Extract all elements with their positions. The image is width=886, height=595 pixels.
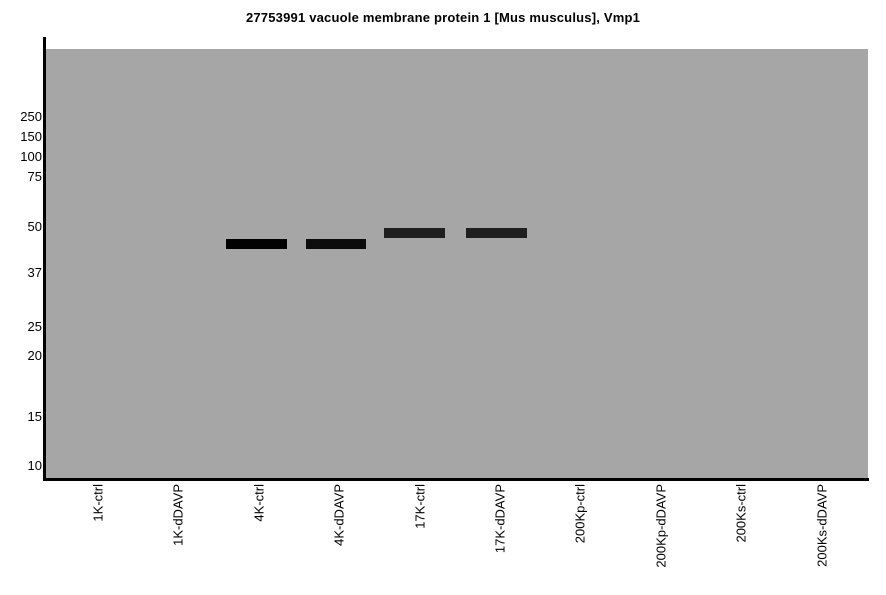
y-tick-label-150: 150 bbox=[20, 129, 42, 144]
band-17K-dDAVP bbox=[466, 228, 527, 238]
lane-label-1K-ctrl: 1K-ctrl bbox=[90, 484, 106, 522]
lane-label-1K-dDAVP: 1K-dDAVP bbox=[170, 484, 186, 546]
y-tick-label-100: 100 bbox=[20, 149, 42, 164]
lane-label-200Ks-dDAVP: 200Ks-dDAVP bbox=[814, 484, 830, 567]
lane-label-200Ks-ctrl: 200Ks-ctrl bbox=[733, 484, 749, 543]
y-tick-label-75: 75 bbox=[27, 169, 42, 184]
y-tick-label-20: 20 bbox=[27, 348, 42, 363]
lane-label-200Kp-ctrl: 200Kp-ctrl bbox=[572, 484, 588, 544]
y-tick-label-37: 37 bbox=[27, 265, 42, 280]
y-tick-label-250: 250 bbox=[20, 109, 42, 124]
lane-label-4K-dDAVP: 4K-dDAVP bbox=[331, 484, 347, 546]
y-tick-label-25: 25 bbox=[27, 319, 42, 334]
y-axis-line bbox=[43, 37, 46, 481]
y-tick-label-15: 15 bbox=[27, 409, 42, 424]
lane-label-4K-ctrl: 4K-ctrl bbox=[251, 484, 267, 522]
chart-title: 27753991 vacuole membrane protein 1 [Mus… bbox=[245, 10, 641, 25]
lane-label-200Kp-dDAVP: 200Kp-dDAVP bbox=[653, 484, 669, 568]
y-tick-label-10: 10 bbox=[27, 458, 42, 473]
x-axis-line bbox=[43, 478, 869, 481]
band-4K-dDAVP bbox=[306, 239, 366, 249]
y-tick-label-50: 50 bbox=[27, 219, 42, 234]
band-17K-ctrl bbox=[384, 228, 445, 238]
lane-label-17K-dDAVP: 17K-dDAVP bbox=[492, 484, 508, 554]
band-4K-ctrl bbox=[226, 239, 287, 249]
lane-label-17K-ctrl: 17K-ctrl bbox=[412, 484, 428, 529]
gel-plot-area bbox=[46, 49, 868, 478]
